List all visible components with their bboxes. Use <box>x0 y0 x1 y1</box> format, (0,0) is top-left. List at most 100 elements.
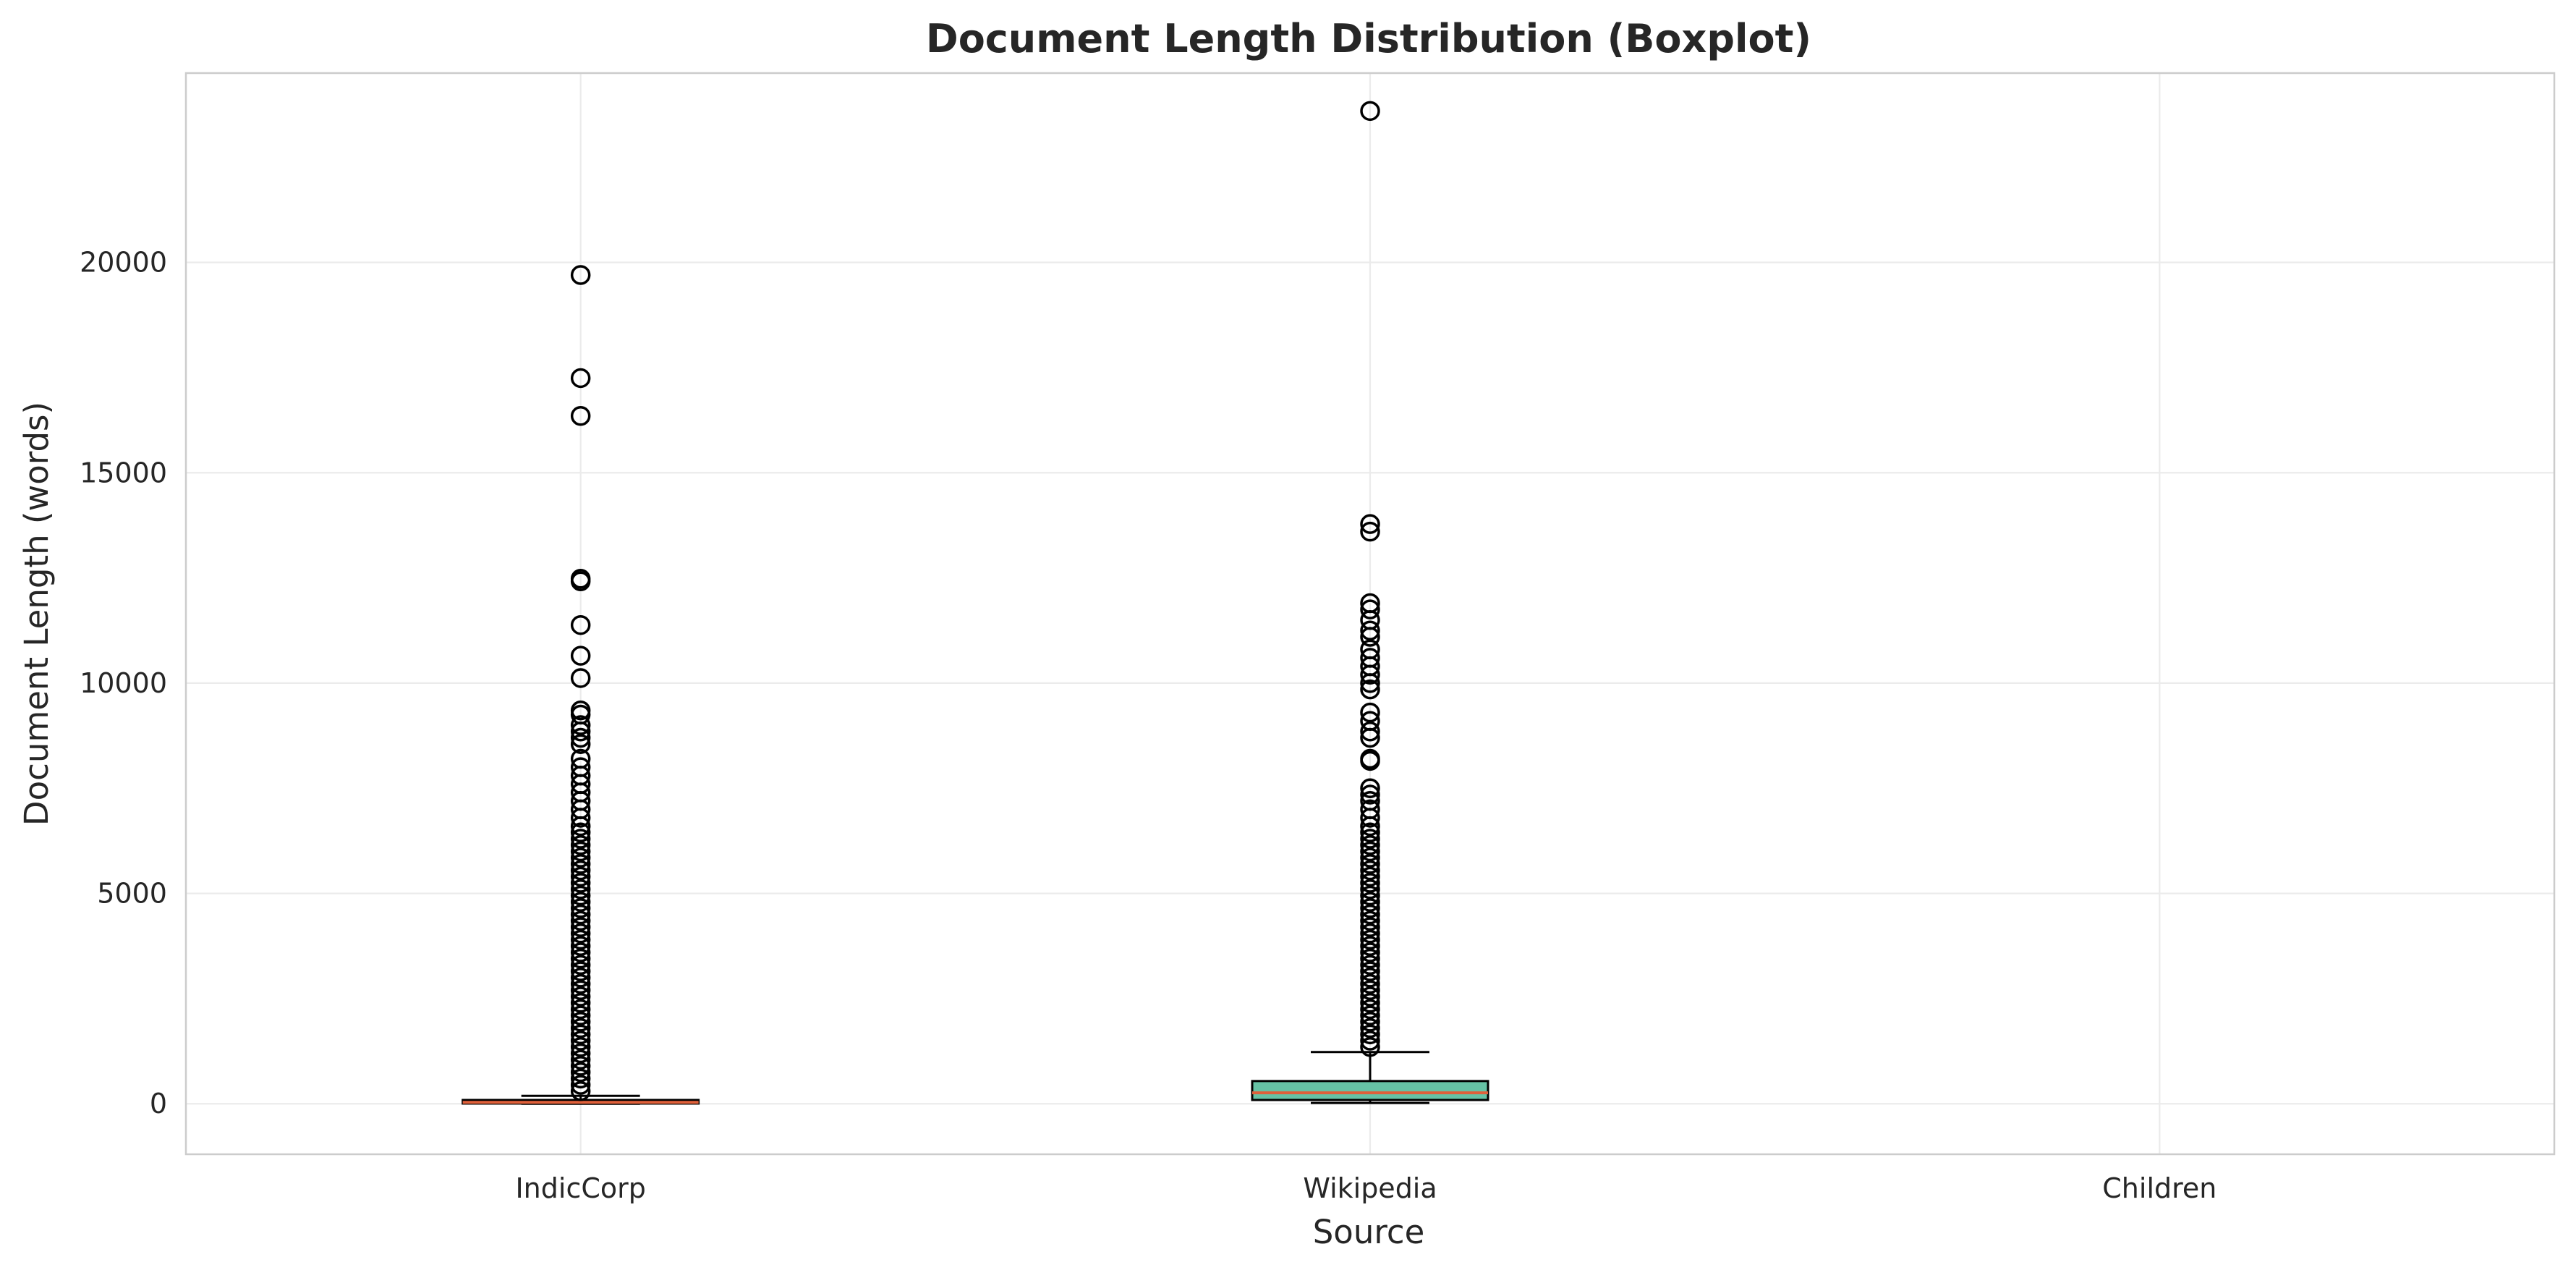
outlier-point <box>1360 1031 1380 1051</box>
outlier-point <box>570 614 591 635</box>
outlier-point <box>1360 808 1380 828</box>
outlier-point <box>570 571 591 591</box>
outlier-point <box>570 968 591 988</box>
outlier-point <box>1360 917 1380 937</box>
outlier-point <box>570 1075 591 1095</box>
outlier-point <box>570 1012 591 1032</box>
outlier-point <box>1360 521 1380 542</box>
y-tick-label: 5000 <box>97 878 167 910</box>
outlier-point <box>570 1049 591 1070</box>
outlier-point <box>1360 1024 1380 1045</box>
outlier-point <box>570 898 591 918</box>
outlier-point <box>570 1024 591 1045</box>
outlier-point <box>570 734 591 754</box>
outlier-point <box>1360 986 1380 1007</box>
outlier-point <box>1360 834 1380 855</box>
y-tick-label: 0 <box>150 1088 167 1120</box>
outlier-point <box>570 1005 591 1025</box>
outlier-point <box>570 961 591 981</box>
outlier-point <box>570 721 591 742</box>
outlier-point <box>570 929 591 950</box>
outlier-point <box>1360 873 1380 893</box>
outlier-point <box>570 829 591 849</box>
outlier-point <box>1360 847 1380 868</box>
outlier-point <box>1360 822 1380 843</box>
outlier-point <box>570 1081 591 1101</box>
outlier-point <box>1360 1037 1380 1057</box>
outlier-point <box>1360 1017 1380 1038</box>
outlier-point <box>1360 679 1380 700</box>
outlier-point <box>1360 599 1380 619</box>
outlier-point <box>1360 101 1380 122</box>
outlier-point <box>570 923 591 944</box>
y-axis-label: Document Length (words) <box>17 402 56 826</box>
outlier-point <box>1360 673 1380 693</box>
outlier-point <box>570 841 591 862</box>
outlier-point <box>1360 929 1380 950</box>
outlier-point <box>570 992 591 1013</box>
outlier-point <box>1360 816 1380 837</box>
outlier-point <box>1360 620 1380 641</box>
x-axis-label: Source <box>1313 1213 1425 1251</box>
outlier-point <box>1360 784 1380 805</box>
outlier-point <box>570 1031 591 1051</box>
outlier-point <box>1360 514 1380 534</box>
outlier-point <box>570 668 591 688</box>
tick-layer: 0 5000 10000 15000 20000 IndicCorp Wikipedia Ch… <box>80 247 2216 1204</box>
outlier-point <box>570 955 591 976</box>
outlier-point <box>1360 727 1380 748</box>
outlier-point <box>1360 942 1380 962</box>
outlier-point <box>570 910 591 931</box>
outlier-point <box>1360 860 1380 881</box>
x-tick-label: Wikipedia <box>1303 1172 1437 1204</box>
x-tick-label: IndicCorp <box>515 1172 645 1204</box>
outlier-point <box>570 892 591 912</box>
outlier-point <box>570 406 591 426</box>
outlier-point <box>570 646 591 666</box>
outlier-point <box>570 727 591 748</box>
outlier-point <box>570 847 591 868</box>
chart-title: Document Length Distribution (Boxplot) <box>926 16 1811 62</box>
outlier-point <box>1360 1005 1380 1025</box>
outlier-point <box>570 885 591 906</box>
outlier-point <box>1360 904 1380 925</box>
y-tick-label: 20000 <box>80 247 167 279</box>
outlier-point <box>570 715 591 735</box>
outlier-point <box>570 917 591 937</box>
box-layer <box>462 101 1489 1105</box>
outlier-point <box>570 860 591 881</box>
outlier-point <box>1360 936 1380 956</box>
outlier-point <box>1360 955 1380 976</box>
outlier-point <box>570 1062 591 1083</box>
outlier-point <box>570 1043 591 1064</box>
outlier-point <box>570 866 591 887</box>
outlier-point <box>1360 854 1380 874</box>
outlier-point <box>570 879 591 900</box>
outlier-point <box>1360 948 1380 969</box>
box-iqr <box>1251 1080 1489 1101</box>
outlier-point <box>570 948 591 969</box>
box-group-indiccorp <box>462 265 700 1105</box>
outlier-point <box>1360 992 1380 1013</box>
outlier-point <box>1360 841 1380 862</box>
outlier-point <box>1360 702 1380 723</box>
outlier-point <box>1360 910 1380 931</box>
plot-frame <box>184 72 2556 1156</box>
outlier-point <box>570 973 591 994</box>
y-tick-label: 15000 <box>80 457 167 488</box>
outlier-point <box>570 816 591 837</box>
outlier-point <box>570 873 591 893</box>
outlier-point <box>570 1056 591 1076</box>
outlier-point <box>570 1017 591 1038</box>
outlier-point <box>1360 664 1380 685</box>
outlier-point <box>1360 750 1380 771</box>
outlier-point <box>1360 627 1380 647</box>
outlier-point <box>570 999 591 1020</box>
outlier-point <box>1360 778 1380 798</box>
outlier-point <box>1360 829 1380 849</box>
outlier-point <box>570 854 591 874</box>
outlier-point <box>570 265 591 285</box>
outlier-point <box>1360 980 1380 1001</box>
